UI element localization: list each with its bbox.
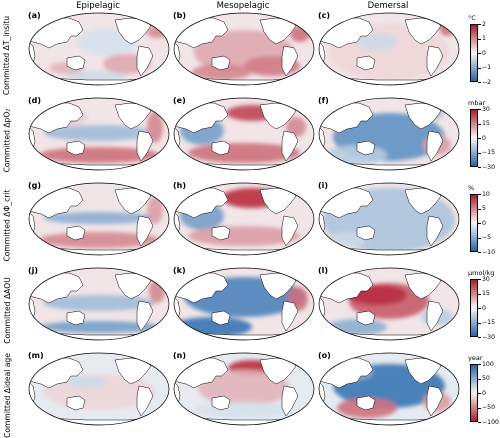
colorbar — [470, 24, 478, 82]
colorbar-tick-label: −100 — [482, 418, 499, 426]
row-label: Committed ΔpO₂ — [2, 108, 12, 172]
colorbar-unit: % — [468, 184, 475, 192]
colorbar-tick-label: 0 — [482, 134, 486, 142]
colorbar-tick-label: 1 — [482, 35, 486, 42]
colorbar-tick — [478, 223, 481, 224]
colorbar — [470, 364, 478, 422]
colorbar-tick-label: 0 — [482, 304, 486, 312]
colorbar-tick — [478, 237, 481, 239]
row-label: Committed ΔT_insitu — [2, 15, 12, 95]
row-label: Committed ΔAOU — [2, 276, 12, 344]
colorbar-tick-label: −1 — [482, 64, 492, 71]
colorbar-tick-label: 15 — [482, 120, 490, 127]
colorbar-tick-label: −5 — [482, 234, 492, 241]
map-panel — [317, 267, 461, 341]
column-title-epipelagic: Epipelagic — [76, 1, 120, 11]
map-panel — [172, 12, 316, 86]
colorbar-tick — [478, 308, 481, 309]
panel-label: (o) — [318, 351, 331, 360]
colorbar-unit: µmol/kg — [468, 269, 495, 277]
colorbar — [470, 109, 478, 167]
map-panel — [172, 352, 316, 426]
row-label: Committed ΔΦ_crit — [2, 188, 12, 262]
colorbar-tick — [478, 208, 481, 210]
column-title-demersal: Demersal — [367, 1, 409, 11]
colorbar-tick-label: 15 — [482, 290, 490, 297]
colorbar-tick — [478, 53, 481, 54]
colorbar-tick-label: 30 — [482, 105, 490, 113]
panel-label: (d) — [28, 96, 42, 105]
colorbar-tick-label: 30 — [482, 275, 490, 283]
colorbar-tick-label: 10 — [482, 190, 490, 198]
colorbar-tick-label: −30 — [482, 163, 496, 171]
colorbar-tick — [478, 82, 481, 83]
colorbar — [470, 279, 478, 337]
panel-label: (g) — [28, 181, 42, 190]
colorbar-tick-label: 0 — [482, 219, 486, 227]
colorbar-tick — [478, 123, 481, 125]
colorbar-tick — [478, 393, 481, 394]
colorbar-tick-label: 0 — [482, 389, 486, 397]
map-panel — [172, 267, 316, 341]
colorbar-tick — [478, 293, 481, 295]
map-panel — [317, 12, 461, 86]
panel-label: (j) — [28, 266, 39, 275]
colorbar-tick-label: 0 — [482, 49, 486, 57]
colorbar-unit: °C — [468, 14, 476, 22]
colorbar-tick — [478, 109, 481, 110]
map-panel — [27, 97, 171, 171]
map-panel — [317, 352, 461, 426]
colorbar-tick-label: 5 — [482, 205, 486, 212]
map-panel — [27, 182, 171, 256]
panel-label: (h) — [173, 181, 187, 190]
colorbar-tick — [478, 152, 481, 154]
colorbar-tick — [478, 67, 481, 69]
panel-label: (a) — [28, 11, 41, 20]
colorbar-tick-label: −50 — [482, 404, 496, 411]
colorbar-unit: mbar — [468, 99, 486, 107]
colorbar-tick-label: −30 — [482, 333, 496, 341]
panel-label: (c) — [318, 11, 331, 20]
colorbar-tick — [478, 279, 481, 280]
colorbar-tick — [478, 378, 481, 380]
colorbar-tick — [478, 337, 481, 338]
colorbar-tick-label: −15 — [482, 319, 496, 326]
map-panel — [317, 97, 461, 171]
map-panel — [172, 182, 316, 256]
colorbar-tick-label: 50 — [482, 375, 490, 382]
panel-label: (b) — [173, 11, 187, 20]
colorbar-tick — [478, 422, 481, 423]
panel-label: (m) — [28, 351, 44, 360]
panel-label: (e) — [173, 96, 186, 105]
panel-label: (i) — [318, 181, 329, 190]
panel-label: (n) — [173, 351, 187, 360]
map-panel — [27, 267, 171, 341]
colorbar-tick-label: 2 — [482, 20, 486, 28]
map-panel — [27, 12, 171, 86]
colorbar-tick-label: −15 — [482, 149, 496, 156]
panel-label: (k) — [173, 266, 186, 275]
colorbar-tick — [478, 138, 481, 139]
colorbar-tick — [478, 24, 481, 25]
colorbar-unit: year — [468, 354, 483, 362]
row-label: Committed Δideal age — [2, 352, 12, 438]
colorbar — [470, 194, 478, 252]
colorbar-tick — [478, 407, 481, 409]
panel-label: (f) — [318, 96, 329, 105]
colorbar-tick-label: −10 — [482, 248, 496, 256]
colorbar-tick — [478, 322, 481, 324]
map-panel — [27, 352, 171, 426]
map-panel — [317, 182, 461, 256]
colorbar-tick — [478, 38, 481, 40]
column-title-mesopelagic: Mesopelagic — [216, 1, 270, 11]
panel-label: (l) — [318, 266, 329, 275]
colorbar-tick — [478, 364, 481, 365]
colorbar-tick — [478, 194, 481, 195]
colorbar-tick-label: −2 — [482, 78, 492, 86]
map-panel — [172, 97, 316, 171]
colorbar-tick — [478, 252, 481, 253]
colorbar-tick-label: 100 — [482, 360, 494, 368]
colorbar-tick — [478, 167, 481, 168]
